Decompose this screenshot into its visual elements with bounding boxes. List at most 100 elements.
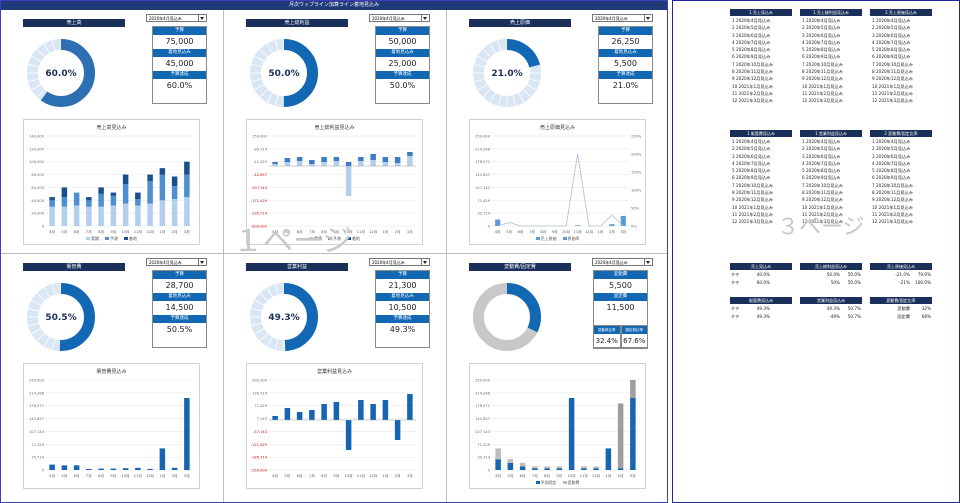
donut-segment-gap [259, 48, 269, 58]
x-tick-label: 4月 [272, 473, 278, 478]
legend-swatch [347, 237, 351, 240]
x-tick-label: 3月 [184, 473, 190, 478]
sheet-period-item: 1 2020年4月見込み [872, 139, 911, 144]
sheet-period-item: 10 2021年1月見込み [802, 204, 843, 210]
legend-item: 着地 [124, 236, 137, 241]
chart-title: 売上原価見込み [539, 125, 575, 131]
x-tick-label: 10月 [568, 473, 576, 478]
x-tick-label: 3月 [184, 229, 190, 234]
sheet-period-item: 3 2020年6月見込み [872, 153, 911, 159]
period-dropdown-value: 2020年4月見込み [149, 260, 182, 265]
y-tick-label: 80,000 [31, 173, 44, 177]
y-tick-label: 250,000 [29, 379, 45, 383]
x-tick-label: 9月 [110, 473, 116, 478]
bar-実績-12月 [147, 203, 153, 226]
panel-1: 売上高 2020年4月見込み 60.0% 予算 75,000 着地見込み 45,000 予算達… [1, 11, 222, 254]
bar-変動費-9月 [556, 468, 563, 470]
period-dropdown[interactable]: 2020年4月見込み [369, 14, 430, 22]
x-tick-label: 6月 [297, 229, 303, 234]
sheet-ratio-row: 変動費 32% [870, 306, 932, 313]
bar-着地-2月 [171, 176, 178, 187]
sheet-period-item: 11 2021年2月見込み [732, 211, 773, 217]
sheet-period-item: 7 2020年10月見込み [802, 182, 843, 188]
ratio-row-value-2: 50.0% [847, 280, 861, 285]
page-title: 月次ウップライン加算ライン着地見込み [1, 1, 667, 10]
kpi-value: 50.0% [389, 81, 416, 90]
sheet-period-item: 11 2021年2月見込み [732, 90, 773, 96]
bar-実績-2月 [171, 199, 178, 226]
y-tick-label: 85,714 [254, 147, 267, 151]
x-tick-label: 5月 [284, 229, 290, 234]
ratio-row-value: 変動費 [897, 306, 910, 311]
chevron-down-icon[interactable] [421, 259, 429, 265]
period-dropdown[interactable]: 2020年4月見込み [146, 14, 207, 22]
ratio-row-value: 50.0% [826, 272, 840, 277]
bar-実績-9月 [110, 205, 117, 226]
sheet-period-item: 1 2020年4月見込み [872, 18, 911, 23]
legend-label: 予測固定 [540, 480, 557, 485]
sheet-period-item: 12 2021年3月見込み [872, 98, 913, 104]
bar-予測-4月 [272, 162, 278, 164]
chevron-down-icon[interactable] [644, 259, 652, 265]
ratio-row-value: 50% [830, 280, 840, 285]
ratio-box: 変動費比率 32.4% 固定費比率 67.6% [593, 325, 648, 349]
period-dropdown[interactable]: 2020年4月見込み [369, 258, 430, 266]
x-tick-label: 8月 [98, 473, 104, 478]
x-tick-label: 9月 [333, 229, 339, 234]
x-tick-label: 3月 [407, 473, 413, 478]
y-tick-label: -121,429 [251, 443, 268, 447]
kpi-value: 5,500 [609, 281, 632, 290]
bar-実績-3月 [184, 197, 190, 226]
chevron-down-icon[interactable] [198, 15, 206, 21]
bar-営業利益-7月 [309, 410, 315, 420]
kpi-label: 着地見込み [153, 293, 206, 301]
y-tick-label: 21,429 [254, 160, 267, 164]
donut-segment-gap [529, 78, 540, 83]
bar-予測-10月 [345, 162, 352, 166]
donut-segment-gap [526, 84, 537, 91]
sheet-period-item: 8 2020年11月見込み [732, 69, 773, 75]
bar-予測-1月 [382, 157, 389, 162]
y-tick-label: 214,286 [29, 391, 45, 395]
sheet-column-header: 2 変動費/固定比率 [870, 130, 932, 137]
bar-着地-8月 [98, 187, 104, 194]
x-tick-label: 4月 [49, 473, 55, 478]
y-tick-label: -300,000 [251, 225, 268, 229]
donut-segment-gap [36, 292, 46, 302]
y2-tick-label: 250% [631, 135, 642, 139]
kpi-value: 75,000 [165, 37, 194, 46]
bar-固定費-3月 [630, 380, 636, 398]
legend-label: 予測 [110, 236, 118, 241]
legend-item: 変動費 [562, 480, 580, 485]
kpi-value: 50,000 [388, 37, 417, 46]
sheet-period-item: 1 2020年4月見込み [732, 18, 771, 23]
bar-実績-6月 [73, 205, 80, 226]
achievement-donut: 60.0% [27, 39, 95, 107]
kpi-label: 着地見込み [153, 49, 206, 57]
legend-label: 着地 [352, 236, 360, 241]
panel-title: 営業利益 [246, 263, 348, 271]
period-dropdown[interactable]: 2020年4月見込み [592, 14, 653, 22]
x-tick-label: 4月 [495, 229, 501, 234]
chevron-down-icon[interactable] [421, 15, 429, 21]
sheet-period-item: 4 2020年7月見込み [872, 160, 911, 166]
y-tick-label: 35,714 [477, 212, 490, 216]
period-dropdown[interactable]: 2020年4月見込み [592, 258, 653, 266]
period-dropdown[interactable]: 2020年4月見込み [146, 258, 207, 266]
donut-segment-gap [51, 40, 56, 51]
bar-営業利益-3月 [407, 394, 413, 420]
chevron-down-icon[interactable] [644, 15, 652, 21]
legend-label: 着地 [129, 236, 137, 241]
x-tick-label: 9月 [556, 473, 562, 478]
bar-実績-11月 [358, 161, 364, 166]
bar-営業利益-2月 [394, 420, 401, 440]
x-tick-label: 2月 [618, 473, 624, 478]
ratio-row-value: 49.3% [826, 306, 840, 311]
sheet-ratio-row: 49.3% 50.7% [800, 306, 862, 313]
chevron-down-icon[interactable] [198, 259, 206, 265]
x-tick-label: 12月 [146, 229, 154, 234]
bar-着地-5月 [61, 187, 68, 198]
x-tick-label: 7月 [86, 229, 92, 234]
x-tick-label: 5月 [61, 473, 67, 478]
page-watermark-left: １ページ [233, 224, 353, 259]
